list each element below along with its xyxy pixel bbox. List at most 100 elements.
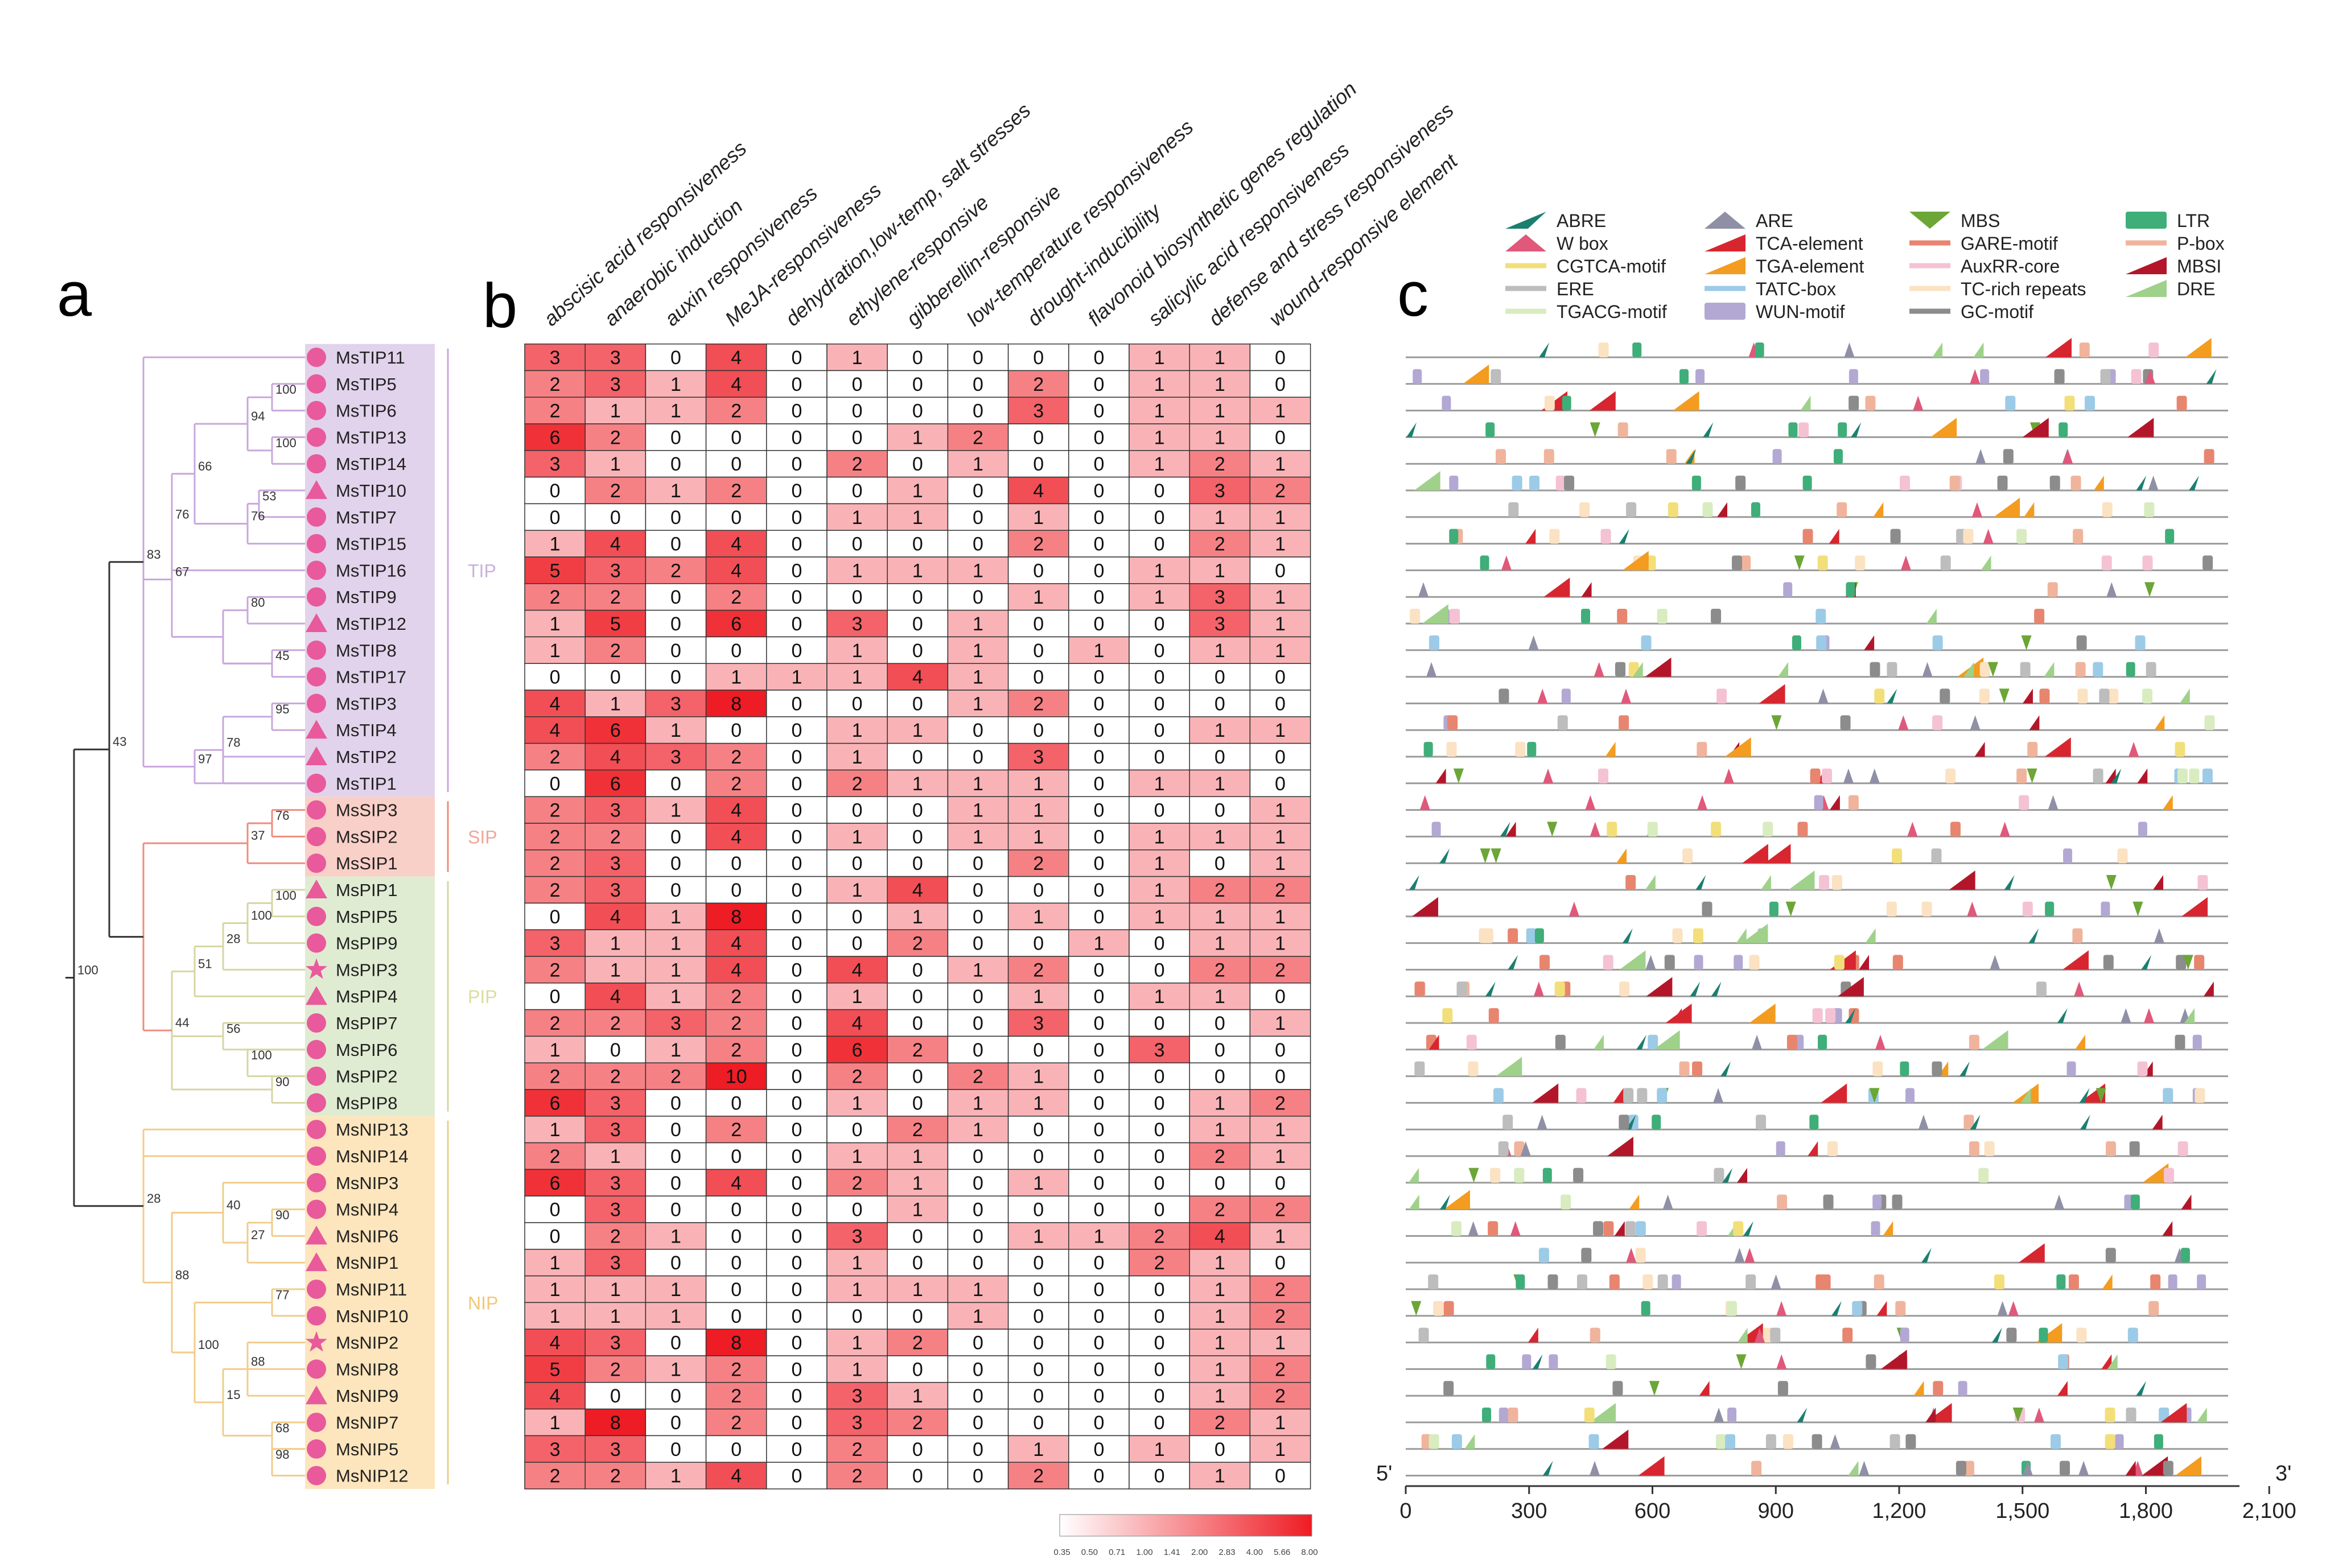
bootstrap-value: 51 <box>198 956 212 971</box>
element-marker <box>1802 529 1813 544</box>
heatmap-cell <box>1007 823 1069 851</box>
element-marker <box>1539 343 1550 357</box>
element-marker <box>2152 1115 2163 1130</box>
element-marker <box>2044 737 2071 757</box>
heatmap-cell-value: 4 <box>550 1385 561 1407</box>
heatmap-cell-value: 2 <box>1033 959 1044 981</box>
heatmap-cell <box>1129 876 1190 904</box>
heatmap-cell-value: 1 <box>1215 1252 1225 1274</box>
heatmap-cell-value: 3 <box>610 1173 621 1194</box>
element-marker <box>2177 768 2188 783</box>
heatmap-cell-value: 0 <box>973 1466 983 1487</box>
heatmap-cell <box>524 343 586 372</box>
heatmap-cell-value: 0 <box>1033 1359 1044 1380</box>
element-marker <box>1619 950 1646 970</box>
heatmap-cell-value: 0 <box>1093 453 1104 475</box>
element-marker <box>2160 1403 2187 1422</box>
element-marker <box>1428 1034 1439 1050</box>
gene-marker-circle <box>307 827 326 847</box>
gene-marker-circle <box>307 560 326 580</box>
element-marker <box>2130 1194 2140 1210</box>
gene-label: MsTIP2 <box>336 747 397 767</box>
heatmap-cell-value: 0 <box>1093 507 1104 529</box>
heatmap-cell <box>826 849 888 877</box>
gene-marker-circle <box>307 1359 326 1379</box>
element-marker <box>1949 476 1960 490</box>
heatmap-cell-value: 0 <box>1275 1466 1286 1487</box>
heatmap-cell <box>584 1116 647 1144</box>
heatmap-cell-value: 0 <box>1033 667 1044 688</box>
element-marker <box>1892 1194 1903 1210</box>
heatmap-cell-value: 0 <box>550 773 561 795</box>
heatmap-cell-value: 0 <box>1154 613 1165 635</box>
heatmap-cell <box>1189 423 1251 451</box>
colorbar-tick: 5.66 <box>1274 1548 1290 1557</box>
subfamily-label: NIP <box>468 1293 498 1313</box>
element-marker <box>1641 1301 1650 1316</box>
element-marker <box>1755 343 1764 357</box>
heatmap-cell-value: 4 <box>731 1173 742 1194</box>
heatmap-cell <box>887 1462 949 1489</box>
element-marker <box>1734 955 1743 970</box>
element-marker <box>2146 662 2156 677</box>
element-marker <box>1913 1381 1924 1396</box>
element-marker <box>1697 795 1708 810</box>
element-marker <box>2154 1434 2163 1449</box>
heatmap-cell-value: 0 <box>912 453 923 475</box>
element-marker <box>1785 901 1796 917</box>
heatmap-cell-value: 0 <box>610 1039 621 1061</box>
element-marker <box>2184 1008 2195 1023</box>
heatmap-cell <box>826 1275 888 1303</box>
heatmap-cell-value: 4 <box>852 959 863 981</box>
legend-swatch <box>1909 308 1950 314</box>
heatmap-cell-value: 0 <box>1093 1066 1104 1088</box>
element-marker <box>1508 502 1519 517</box>
heatmap-cell-value: 2 <box>731 986 742 1008</box>
heatmap-cell-value: 2 <box>852 1466 863 1487</box>
heatmap-cell-value: 0 <box>973 534 983 555</box>
heatmap-cell <box>584 1249 647 1277</box>
heatmap-cell <box>584 1222 647 1250</box>
heatmap-cell-value: 1 <box>1275 453 1286 475</box>
heatmap-cell <box>826 397 888 424</box>
gene-marker-circle <box>307 667 326 687</box>
element-marker <box>1987 662 1998 677</box>
element-marker <box>2176 955 2187 970</box>
heatmap-cell-value: 1 <box>1033 1066 1044 1088</box>
element-marker <box>1414 1061 1425 1076</box>
heatmap-cell <box>1007 397 1069 424</box>
element-marker <box>1810 768 1821 783</box>
gene-marker-circle <box>307 1039 326 1059</box>
element-marker <box>2101 1354 2112 1369</box>
heatmap-cell <box>1068 823 1130 851</box>
element-marker <box>2101 555 2112 571</box>
element-marker <box>2029 715 2040 731</box>
bootstrap-value: 100 <box>275 436 297 450</box>
element-marker <box>2105 1434 2115 1449</box>
heatmap-cell <box>584 556 647 584</box>
heatmap-cell-value: 0 <box>1154 480 1165 502</box>
heatmap-cell <box>524 530 586 558</box>
element-marker <box>2126 662 2135 677</box>
element-marker <box>1619 981 1630 997</box>
element-marker <box>1431 822 1441 837</box>
heatmap-cell <box>1189 1408 1251 1437</box>
heatmap-cell-value: 1 <box>1215 560 1225 581</box>
element-marker <box>1514 1141 1525 1156</box>
element-marker <box>1593 1221 1604 1236</box>
element-marker <box>1743 1221 1753 1236</box>
heatmap-cell <box>705 1382 767 1410</box>
gene-marker-triangle <box>306 1225 327 1245</box>
heatmap-cell-value: 1 <box>1154 401 1165 422</box>
heatmap-cell-value: 0 <box>1093 800 1104 822</box>
heatmap-cell-value: 1 <box>670 906 681 928</box>
element-marker <box>1496 1057 1522 1076</box>
heatmap-cell <box>1249 476 1311 505</box>
heatmap-cell-value: 0 <box>1154 1013 1165 1034</box>
heatmap-cell-value: 1 <box>670 1279 681 1301</box>
heatmap-cell-value: 1 <box>1215 1119 1225 1141</box>
heatmap-cell-value: 0 <box>791 1119 802 1141</box>
element-marker <box>1522 1354 1532 1369</box>
heatmap-cell <box>887 503 949 531</box>
element-marker <box>1979 688 1990 704</box>
